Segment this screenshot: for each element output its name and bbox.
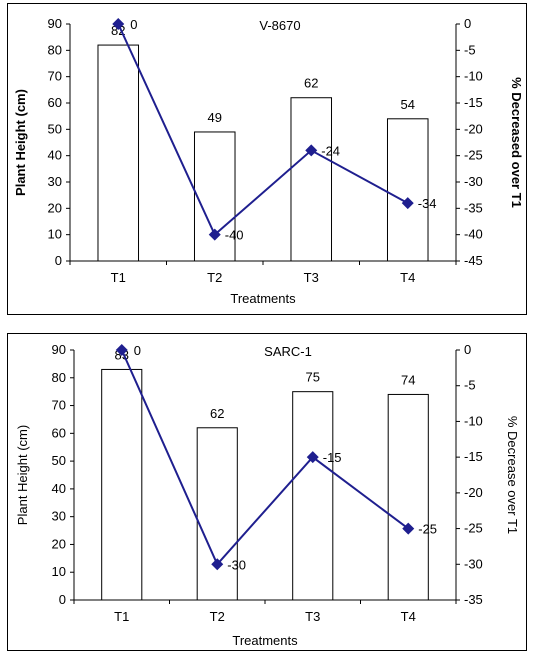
y-tick-label: 90: [52, 342, 66, 357]
line-value-label: 0: [130, 17, 137, 32]
bar-value-label: 82: [111, 23, 125, 38]
bar-t3: [292, 391, 334, 601]
bar-value-label: 49: [208, 110, 222, 125]
line-value-label: -15: [323, 450, 342, 465]
x-axis-label: Treatments: [232, 633, 298, 648]
percent-decrease-line: [120, 349, 409, 567]
y-tick-label: 80: [48, 42, 62, 57]
y2-tick-label: -25: [464, 148, 483, 163]
bar-value-label: 62: [210, 406, 224, 421]
y2-tick-label: -40: [464, 227, 483, 242]
y-tick-label: 50: [48, 121, 62, 136]
y2-axis-label: % Decrease over T1: [505, 416, 520, 534]
y2-tick-label: -30: [464, 174, 483, 189]
bar-value-label: 62: [304, 76, 318, 91]
y-tick-label: 20: [48, 200, 62, 215]
bar-value-label: 75: [306, 370, 320, 385]
bar-t1: [97, 44, 140, 262]
y-tick-label: 90: [48, 16, 62, 31]
chart-title: V-8670: [259, 18, 300, 33]
x-tick-label: T2: [210, 609, 225, 624]
y2-tick-label: -15: [464, 449, 483, 464]
chart-sarc1: 0 10 20 30 40 50 60 70 80 90 0 -5 -10 -15 -20 -25 -30 -35…: [15, 342, 520, 648]
y-tick-label: 50: [52, 453, 66, 468]
line-point-t1: [115, 344, 128, 356]
y2-tick-label: -5: [464, 378, 476, 393]
y-axis-label: Plant Height (cm): [15, 425, 30, 525]
chart-v8670: 0 10 20 30 40 50 60 70 80 90 0 -5 -10 -15 -20 -25 -30 -35…: [13, 16, 524, 306]
line-value-label: -40: [225, 228, 244, 243]
y-tick-label: 40: [48, 148, 62, 163]
y2-tick-label: -10: [464, 413, 483, 428]
line-point-t3: [305, 144, 318, 157]
chart-panel-v8670: 0 10 20 30 40 50 60 70 80 90 0 -5 -10 -15 -20 -25 -30 -35…: [7, 3, 527, 315]
y-tick-label: 0: [59, 592, 66, 607]
line-value-label: 0: [134, 343, 141, 358]
y2-tick-label: -10: [464, 69, 483, 84]
percent-decrease-line: [117, 23, 409, 237]
line-value-label: -30: [227, 557, 246, 572]
y2-tick-label: 0: [464, 342, 471, 357]
x-tick-label: T1: [114, 609, 129, 624]
y2-tick-label: -25: [464, 521, 483, 536]
y-tick-label: 70: [48, 69, 62, 84]
y-tick-label: 30: [52, 509, 66, 524]
line-value-label: -25: [418, 522, 437, 537]
y2-tick-label: -30: [464, 556, 483, 571]
x-tick-label: T3: [305, 609, 320, 624]
line-point-t3: [306, 451, 319, 464]
x-tick-label: T2: [207, 270, 222, 285]
line-point-t1: [112, 18, 125, 30]
x-axis-label: Treatments: [230, 291, 296, 306]
line-point-t4: [401, 197, 414, 210]
line-value-label: -24: [321, 143, 340, 158]
y-tick-label: 80: [52, 370, 66, 385]
y-tick-label: 70: [52, 398, 66, 413]
y2-axis-label: % Decreased over T1: [509, 77, 524, 208]
x-tick-label: T3: [304, 270, 319, 285]
y-tick-label: 20: [52, 536, 66, 551]
x-tick-label: T1: [111, 270, 126, 285]
x-tick-label: T4: [400, 270, 415, 285]
bar-t2: [196, 427, 238, 601]
bar-t3: [290, 97, 333, 262]
bar-value-label: 74: [401, 372, 415, 387]
bar-value-label: 54: [401, 97, 415, 112]
y2-tick-label: -35: [464, 592, 483, 607]
y-axis-label: Plant Height (cm): [13, 89, 28, 196]
y-tick-label: 10: [52, 564, 66, 579]
y2-tick-label: -20: [464, 485, 483, 500]
y-tick-label: 60: [52, 425, 66, 440]
y2-tick-label: -5: [464, 42, 476, 57]
bar-t1: [101, 368, 143, 601]
y2-tick-label: 0: [464, 16, 471, 31]
line-value-label: -34: [418, 196, 437, 211]
line-point-t2: [208, 228, 221, 241]
x-tick-label: T4: [401, 609, 416, 624]
chart-title: SARC-1: [264, 344, 312, 359]
chart-panel-sarc1: 0 10 20 30 40 50 60 70 80 90 0 -5 -10 -15 -20 -25 -30 -35…: [7, 333, 527, 651]
y2-tick-label: -45: [464, 253, 483, 268]
y-tick-label: 0: [55, 253, 62, 268]
line-point-t2: [211, 558, 224, 571]
y-tick-label: 10: [48, 227, 62, 242]
y2-tick-label: -15: [464, 95, 483, 110]
bar-t4: [387, 393, 429, 601]
y-tick-label: 40: [52, 481, 66, 496]
line-point-t4: [402, 522, 415, 535]
y2-tick-label: -20: [464, 121, 483, 136]
y-tick-label: 30: [48, 174, 62, 189]
bar-t4: [386, 118, 429, 262]
y-tick-label: 60: [48, 95, 62, 110]
y2-tick-label: -35: [464, 200, 483, 215]
